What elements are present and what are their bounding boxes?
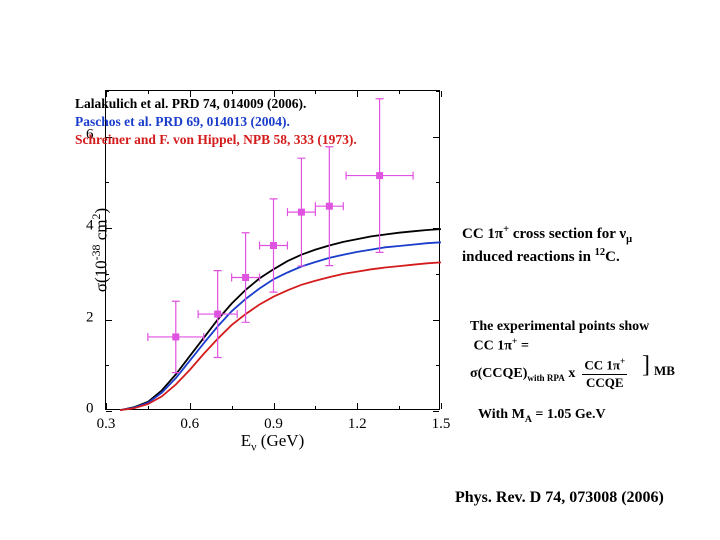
legend-item-1: Paschos et al. PRD 69, 014013 (2004). xyxy=(75,113,357,131)
data-point-4 xyxy=(298,209,305,216)
curve-lalakulich xyxy=(120,229,441,410)
annotation-title: CC 1π+ cross section for νμ induced reac… xyxy=(462,223,632,267)
annotation-experimental: The experimental points show CC 1π+ = σ(… xyxy=(470,318,649,392)
data-point-5 xyxy=(326,203,333,210)
x-tick-label: 0.3 xyxy=(97,416,116,433)
data-point-3 xyxy=(270,242,277,249)
annotation-ma: With MA = 1.05 Ge.V xyxy=(478,407,606,425)
x-axis-title: Eν (GeV) xyxy=(241,431,304,454)
y-tick-label: 0 xyxy=(86,401,94,418)
x-tick-label: 0.6 xyxy=(180,416,199,433)
chart-legend: Lalakulich et al. PRD 74, 014009 (2006).… xyxy=(75,95,357,150)
data-point-1 xyxy=(214,311,221,318)
curve-schreiner xyxy=(120,262,441,410)
legend-item-0: Lalakulich et al. PRD 74, 014009 (2006). xyxy=(75,95,357,113)
legend-item-2: Schreiner and F. von Hippel, NPB 58, 333… xyxy=(75,131,357,149)
data-point-0 xyxy=(172,333,179,340)
data-point-2 xyxy=(242,274,249,281)
y-tick-label: 2 xyxy=(86,309,94,326)
y-axis-title: σ(10-38 cm2) xyxy=(89,208,112,292)
x-tick-label: 1.5 xyxy=(432,416,451,433)
data-point-6 xyxy=(376,172,383,179)
x-tick-label: 1.2 xyxy=(348,416,367,433)
annotation-reference: Phys. Rev. D 74, 073008 (2006) xyxy=(455,489,664,507)
